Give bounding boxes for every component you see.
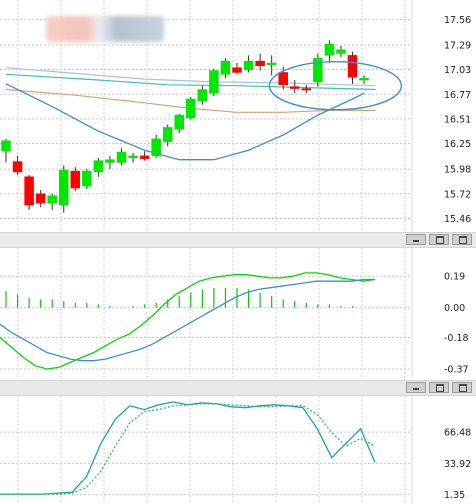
- candle: [266, 62, 277, 66]
- candle: [47, 195, 57, 204]
- candle: [197, 89, 208, 102]
- candle: [336, 49, 346, 54]
- y-tick-label: 1.35: [444, 490, 465, 501]
- stochastic-chart: 66.48 33.92 1.35: [0, 396, 471, 504]
- pane-separator-2: [0, 380, 476, 396]
- candle: [359, 77, 369, 81]
- candle: [12, 161, 23, 173]
- moving-average-teal: [5, 73, 376, 91]
- candle: [35, 193, 46, 204]
- maximize-button[interactable]: [429, 234, 449, 245]
- moving-average-lightblue: [5, 67, 376, 87]
- candle: [209, 70, 219, 94]
- candle: [243, 60, 254, 70]
- pane-window-buttons-2: [406, 382, 472, 393]
- y-tick-label: 17.03: [444, 65, 471, 76]
- candle: [59, 169, 69, 206]
- moving-average-blue: [5, 83, 365, 161]
- y-tick-label: 16.25: [444, 139, 471, 150]
- minimize-button[interactable]: [406, 234, 426, 245]
- stochastic-pane[interactable]: 66.48 33.92 1.35: [0, 396, 476, 504]
- macd-pane[interactable]: 0.19 0.00 -0.18 -0.37: [0, 248, 476, 378]
- y-tick-label: 16.77: [444, 90, 471, 101]
- candle: [151, 138, 161, 157]
- candle: [139, 155, 150, 159]
- candle: [93, 160, 104, 173]
- restore-button[interactable]: [452, 234, 472, 245]
- stochastic-k-line: [0, 401, 376, 495]
- macd-line: [0, 272, 376, 370]
- y-tick-label: 66.48: [444, 428, 471, 439]
- candle: [128, 155, 138, 159]
- y-tick-label: 17.29: [444, 40, 471, 51]
- candle: [255, 60, 265, 67]
- candle: [116, 151, 127, 163]
- candle: [232, 67, 242, 73]
- y-tick-label: 0.00: [444, 303, 465, 314]
- candle: [347, 55, 358, 78]
- candle: [70, 170, 81, 189]
- price-chart: 17.56 17.29 17.03 16.77 16.51 16.25 15.98 15.72…: [0, 0, 471, 232]
- blurred-symbol-title: [46, 16, 164, 42]
- candle: [1, 140, 11, 152]
- candle: [174, 114, 184, 130]
- y-tick-label: 0.19: [444, 272, 465, 283]
- candle: [313, 57, 323, 83]
- pane-separator-1: [0, 232, 476, 248]
- candle: [301, 88, 312, 91]
- y-tick-label: -0.18: [444, 333, 469, 344]
- y-tick-label: 33.92: [444, 459, 471, 470]
- maximize-button-2[interactable]: [429, 382, 449, 393]
- y-tick-label: -0.37: [444, 365, 469, 376]
- candle: [278, 72, 288, 86]
- candle: [186, 98, 196, 119]
- candle: [105, 159, 115, 163]
- y-tick-label: 15.98: [444, 165, 471, 176]
- macd-chart: 0.19 0.00 -0.18 -0.37: [0, 248, 469, 378]
- price-chart-pane[interactable]: 17.56 17.29 17.03 16.77 16.51 16.25 15.98 15.72…: [0, 0, 476, 232]
- candle: [162, 127, 173, 142]
- pane-window-buttons: [406, 234, 472, 245]
- y-tick-label: 17.56: [444, 15, 471, 26]
- candle: [290, 86, 300, 89]
- candle: [82, 170, 92, 187]
- candle: [220, 60, 231, 75]
- restore-button-2[interactable]: [452, 382, 472, 393]
- minimize-button-2[interactable]: [406, 382, 426, 393]
- highlight-ellipse: [268, 61, 403, 111]
- y-tick-label: 16.51: [444, 114, 471, 125]
- candle: [24, 176, 34, 206]
- y-tick-label: 15.46: [444, 214, 471, 225]
- signal-line: [0, 278, 375, 362]
- candle: [324, 43, 335, 56]
- moving-average-orange: [5, 88, 376, 113]
- y-tick-label: 15.72: [444, 189, 471, 200]
